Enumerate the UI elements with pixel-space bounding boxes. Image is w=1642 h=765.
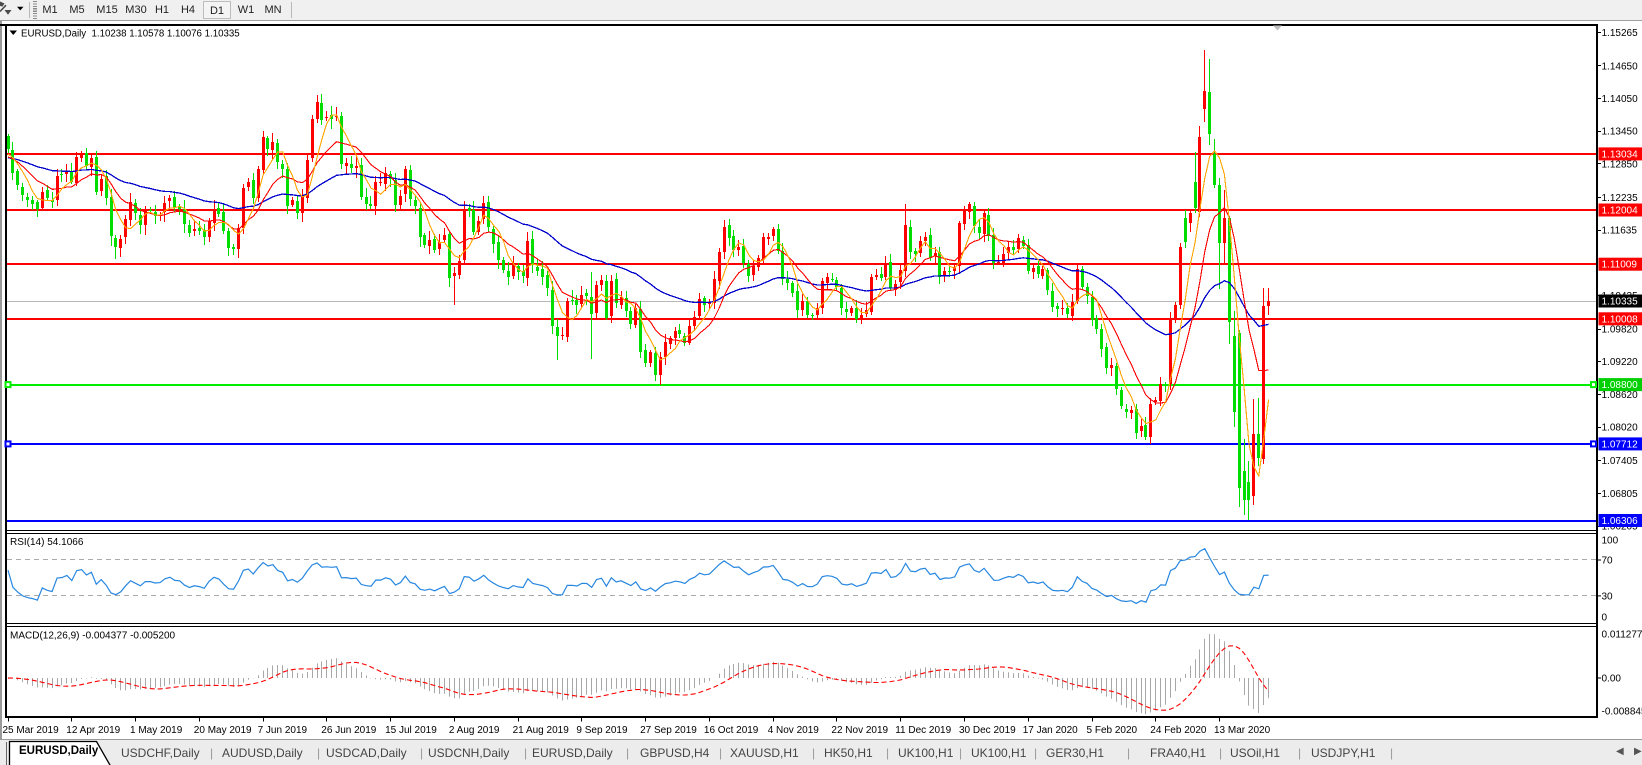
svg-text:20 May 2019: 20 May 2019 xyxy=(194,725,252,736)
svg-text:1.12004: 1.12004 xyxy=(1602,206,1639,217)
svg-text:1.15265: 1.15265 xyxy=(1602,28,1639,39)
svg-text:5 Feb 2020: 5 Feb 2020 xyxy=(1087,725,1138,736)
svg-text:1.07712: 1.07712 xyxy=(1602,439,1639,450)
svg-text:9 Sep 2019: 9 Sep 2019 xyxy=(576,725,628,736)
svg-text:1.10008: 1.10008 xyxy=(1602,314,1639,325)
svg-text:27 Sep 2019: 27 Sep 2019 xyxy=(640,725,697,736)
svg-text:RSI(14) 54.1066: RSI(14) 54.1066 xyxy=(10,537,84,548)
svg-text:12 Apr 2019: 12 Apr 2019 xyxy=(66,725,120,736)
svg-text:16 Oct 2019: 16 Oct 2019 xyxy=(704,725,759,736)
svg-text:1.07405: 1.07405 xyxy=(1602,456,1639,467)
svg-text:4 Nov 2019: 4 Nov 2019 xyxy=(768,725,820,736)
svg-text:1.09220: 1.09220 xyxy=(1602,357,1639,368)
svg-text:-0.008845: -0.008845 xyxy=(1602,707,1642,718)
svg-text:11 Dec 2019: 11 Dec 2019 xyxy=(895,725,951,736)
svg-text:1 May 2019: 1 May 2019 xyxy=(130,725,183,736)
svg-text:30: 30 xyxy=(1602,591,1614,602)
svg-text:13 Mar 2020: 13 Mar 2020 xyxy=(1214,725,1271,736)
svg-text:MACD(12,26,9) -0.004377 -0.005: MACD(12,26,9) -0.004377 -0.005200 xyxy=(10,631,176,642)
svg-text:1.06306: 1.06306 xyxy=(1602,516,1639,527)
svg-text:1.12235: 1.12235 xyxy=(1602,193,1639,204)
svg-text:EURUSD,Daily 1.10238 1.10578: EURUSD,Daily 1.10238 1.10578 1.10076 1.1… xyxy=(21,29,240,40)
svg-text:15 Jul 2019: 15 Jul 2019 xyxy=(385,725,437,736)
svg-text:21 Aug 2019: 21 Aug 2019 xyxy=(513,725,570,736)
svg-text:1.08620: 1.08620 xyxy=(1602,390,1639,401)
svg-text:1.11009: 1.11009 xyxy=(1602,260,1638,271)
svg-text:24 Feb 2020: 24 Feb 2020 xyxy=(1150,725,1207,736)
svg-text:17 Jan 2020: 17 Jan 2020 xyxy=(1023,725,1078,736)
svg-text:26 Jun 2019: 26 Jun 2019 xyxy=(321,725,376,736)
svg-text:0.00: 0.00 xyxy=(1602,674,1622,685)
svg-text:70: 70 xyxy=(1602,556,1614,567)
svg-text:25 Mar 2019: 25 Mar 2019 xyxy=(3,725,60,736)
svg-text:1.14650: 1.14650 xyxy=(1602,61,1639,72)
svg-text:1.13034: 1.13034 xyxy=(1602,149,1639,160)
svg-text:1.10335: 1.10335 xyxy=(1602,297,1639,308)
svg-text:1.08020: 1.08020 xyxy=(1602,423,1639,434)
svg-text:1.09820: 1.09820 xyxy=(1602,325,1639,336)
svg-text:7 Jun 2019: 7 Jun 2019 xyxy=(258,725,308,736)
svg-text:100: 100 xyxy=(1602,536,1619,547)
svg-text:22 Nov 2019: 22 Nov 2019 xyxy=(831,725,888,736)
svg-text:1.13450: 1.13450 xyxy=(1602,127,1639,138)
svg-text:30 Dec 2019: 30 Dec 2019 xyxy=(959,725,1016,736)
svg-text:1.08800: 1.08800 xyxy=(1602,380,1639,391)
svg-text:1.12850: 1.12850 xyxy=(1602,159,1639,170)
svg-text:0.011277: 0.011277 xyxy=(1602,630,1642,641)
svg-text:2 Aug 2019: 2 Aug 2019 xyxy=(449,725,500,736)
svg-text:1.06805: 1.06805 xyxy=(1602,489,1639,500)
svg-text:1.14050: 1.14050 xyxy=(1602,94,1639,105)
svg-text:0: 0 xyxy=(1602,613,1608,624)
svg-text:1.11635: 1.11635 xyxy=(1602,226,1638,237)
